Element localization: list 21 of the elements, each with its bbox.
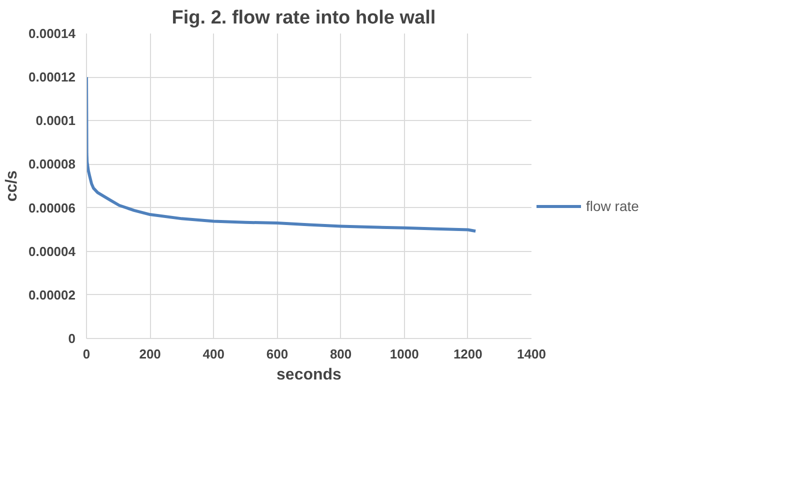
x-tick-label: 1000 (390, 346, 419, 362)
chart-title: Fig. 2. flow rate into hole wall (172, 8, 436, 28)
x-tick-label: 800 (330, 346, 352, 362)
x-tick-label: 0 (82, 346, 90, 362)
x-tick-label: 400 (202, 346, 224, 362)
x-tick-label: 1200 (453, 346, 482, 362)
x-tick-label: 600 (266, 346, 288, 362)
y-axis-title: cc/s (4, 170, 21, 202)
y-tick-label: 0 (68, 331, 76, 346)
y-tick-label: 0.00012 (28, 70, 76, 85)
legend-label: flow rate (586, 198, 639, 214)
y-tick-label: 0.00006 (28, 200, 76, 216)
y-tick-label: 0.00002 (28, 287, 76, 302)
x-tick-label: 1400 (517, 346, 546, 362)
y-tick-label: 0.00008 (28, 156, 76, 172)
y-tick-label: 0.0001 (36, 113, 76, 128)
y-tick-label: 0.00004 (28, 244, 76, 259)
x-axis-title: seconds (276, 366, 342, 384)
x-tick-label: 200 (139, 346, 161, 362)
line-series (86, 76, 478, 233)
y-tick-label: 0.00014 (28, 26, 76, 41)
